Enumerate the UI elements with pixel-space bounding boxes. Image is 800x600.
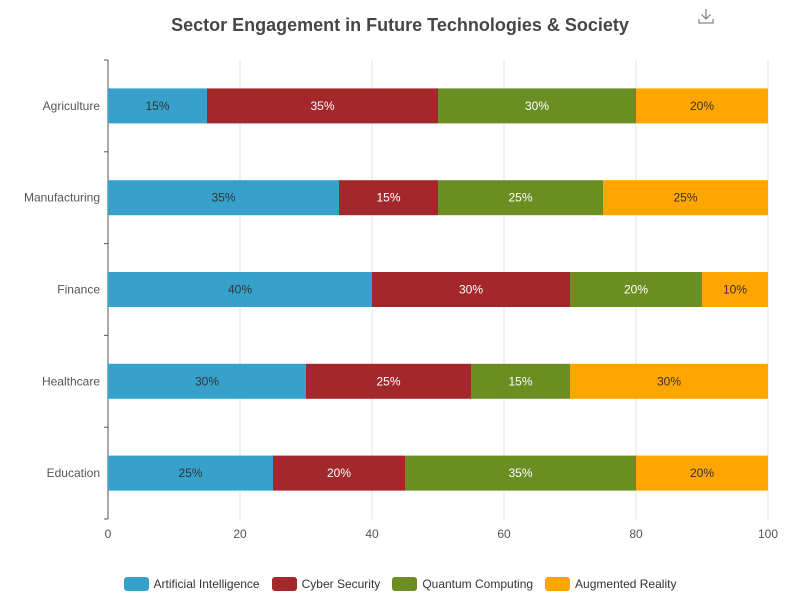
category-label: Healthcare — [42, 374, 100, 388]
download-button[interactable] — [696, 6, 716, 26]
bar-segment[interactable] — [108, 363, 306, 399]
data-label: 20% — [690, 99, 714, 113]
data-label: 10% — [723, 283, 747, 297]
legend-item[interactable]: Augmented Reality — [545, 577, 676, 591]
bar-segment[interactable] — [108, 88, 207, 124]
bar-segment[interactable] — [405, 455, 636, 491]
bar-segment[interactable] — [108, 272, 372, 307]
bar-segment[interactable] — [273, 455, 405, 491]
bar-segment[interactable] — [306, 363, 471, 399]
legend-label: Artificial Intelligence — [153, 577, 260, 591]
data-label: 30% — [459, 283, 483, 297]
x-tick-label: 100 — [758, 527, 778, 541]
data-label: 40% — [228, 283, 252, 297]
data-label: 25% — [376, 374, 400, 388]
data-label: 25% — [178, 466, 202, 480]
category-label: Manufacturing — [24, 191, 100, 205]
bar-segment[interactable] — [603, 180, 768, 216]
bar-segment[interactable] — [438, 88, 636, 124]
data-label: 35% — [508, 466, 532, 480]
category-label: Finance — [57, 283, 100, 297]
legend-swatch — [123, 577, 149, 591]
data-label: 15% — [376, 191, 400, 205]
data-label: 30% — [657, 374, 681, 388]
legend: Artificial Intelligence Cyber Security Qua… — [0, 577, 800, 591]
data-label: 30% — [195, 374, 219, 388]
x-tick-label: 40 — [365, 527, 379, 541]
bar-segment[interactable] — [636, 88, 768, 124]
bar-segment[interactable] — [372, 272, 570, 307]
data-label: 25% — [508, 191, 532, 205]
bar-segment[interactable] — [471, 363, 570, 399]
bar-segment[interactable] — [570, 272, 702, 307]
bar-segment[interactable] — [570, 363, 768, 399]
x-tick-label: 20 — [233, 527, 247, 541]
legend-label: Augmented Reality — [575, 577, 677, 591]
x-tick-label: 0 — [105, 527, 112, 541]
legend-swatch — [545, 577, 571, 591]
data-label: 15% — [145, 99, 169, 113]
bar-segment[interactable] — [108, 455, 273, 491]
bar-segment[interactable] — [636, 455, 768, 491]
legend-label: Cyber Security — [301, 577, 381, 591]
data-label: 20% — [690, 466, 714, 480]
download-icon — [698, 9, 714, 24]
chart-title: Sector Engagement in Future Technologies… — [171, 15, 629, 35]
x-tick-label: 60 — [497, 527, 511, 541]
legend-label: Quantum Computing — [422, 577, 534, 591]
category-label: Education — [47, 466, 100, 480]
data-label: 25% — [673, 191, 697, 205]
x-tick-label: 80 — [629, 527, 643, 541]
bar-segment[interactable] — [702, 272, 768, 307]
bar-segment[interactable] — [339, 180, 438, 216]
legend-swatch — [271, 577, 297, 591]
legend-item[interactable]: Quantum Computing — [392, 577, 533, 591]
data-label: 20% — [624, 283, 648, 297]
legend-swatch — [392, 577, 418, 591]
bar-segment[interactable] — [207, 88, 438, 124]
data-label: 35% — [310, 99, 334, 113]
category-label: Agriculture — [43, 99, 101, 113]
bar-segment[interactable] — [108, 180, 339, 216]
bar-segment[interactable] — [438, 180, 603, 216]
legend-item[interactable]: Artificial Intelligence — [123, 577, 260, 591]
data-label: 20% — [327, 466, 351, 480]
data-label: 30% — [525, 99, 549, 113]
legend-item[interactable]: Cyber Security — [271, 577, 381, 591]
data-label: 15% — [508, 374, 532, 388]
data-label: 35% — [211, 191, 235, 205]
